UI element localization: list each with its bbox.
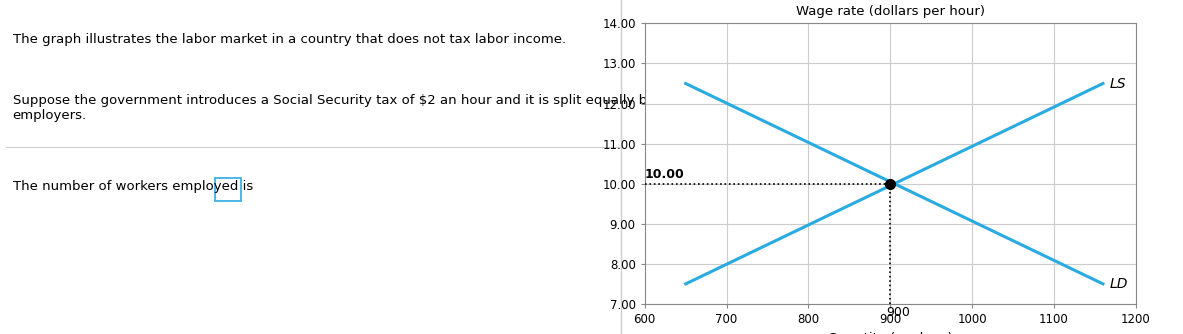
Title: Wage rate (dollars per hour): Wage rate (dollars per hour) [796, 5, 984, 18]
X-axis label: Quantity (workers): Quantity (workers) [828, 332, 952, 334]
Text: LD: LD [1110, 277, 1127, 291]
Text: 10.00: 10.00 [645, 168, 685, 181]
Text: The graph illustrates the labor market in a country that does not tax labor inco: The graph illustrates the labor market i… [13, 33, 565, 46]
Text: Suppose the government introduces a Social Security tax of $2 an hour and it is : Suppose the government introduces a Soci… [13, 94, 782, 122]
Text: The number of workers employed is: The number of workers employed is [13, 180, 253, 193]
Text: LS: LS [1110, 76, 1126, 91]
Text: 900: 900 [886, 306, 910, 319]
FancyBboxPatch shape [215, 178, 241, 201]
